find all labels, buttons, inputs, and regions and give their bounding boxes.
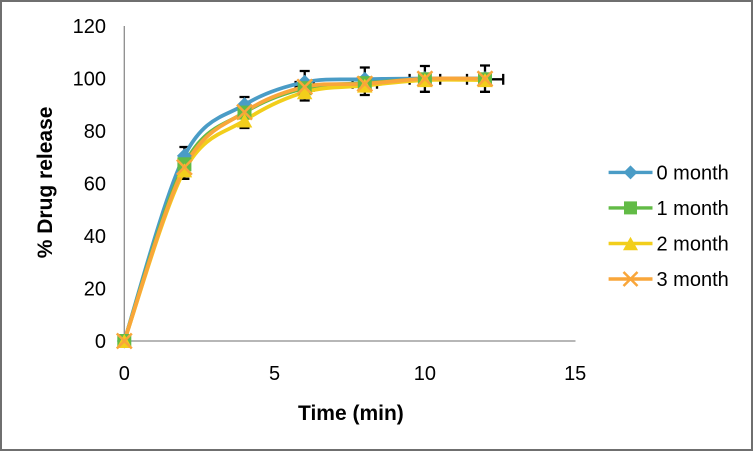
svg-text:60: 60: [84, 174, 106, 196]
svg-text:100: 100: [73, 69, 106, 91]
svg-text:15: 15: [564, 363, 586, 385]
svg-text:80: 80: [84, 121, 106, 143]
svg-text:3 month: 3 month: [657, 269, 729, 291]
svg-text:2 month: 2 month: [657, 234, 729, 256]
svg-text:5: 5: [269, 363, 280, 385]
svg-text:40: 40: [84, 226, 106, 248]
svg-text:Time (min): Time (min): [298, 402, 404, 425]
svg-text:0 month: 0 month: [657, 163, 729, 185]
svg-text:1 month: 1 month: [657, 198, 729, 220]
svg-text:10: 10: [414, 363, 436, 385]
svg-text:% Drug release: % Drug release: [34, 107, 57, 259]
svg-text:120: 120: [73, 16, 106, 38]
svg-text:20: 20: [84, 279, 106, 301]
svg-text:0: 0: [95, 331, 106, 353]
svg-text:0: 0: [119, 363, 130, 385]
